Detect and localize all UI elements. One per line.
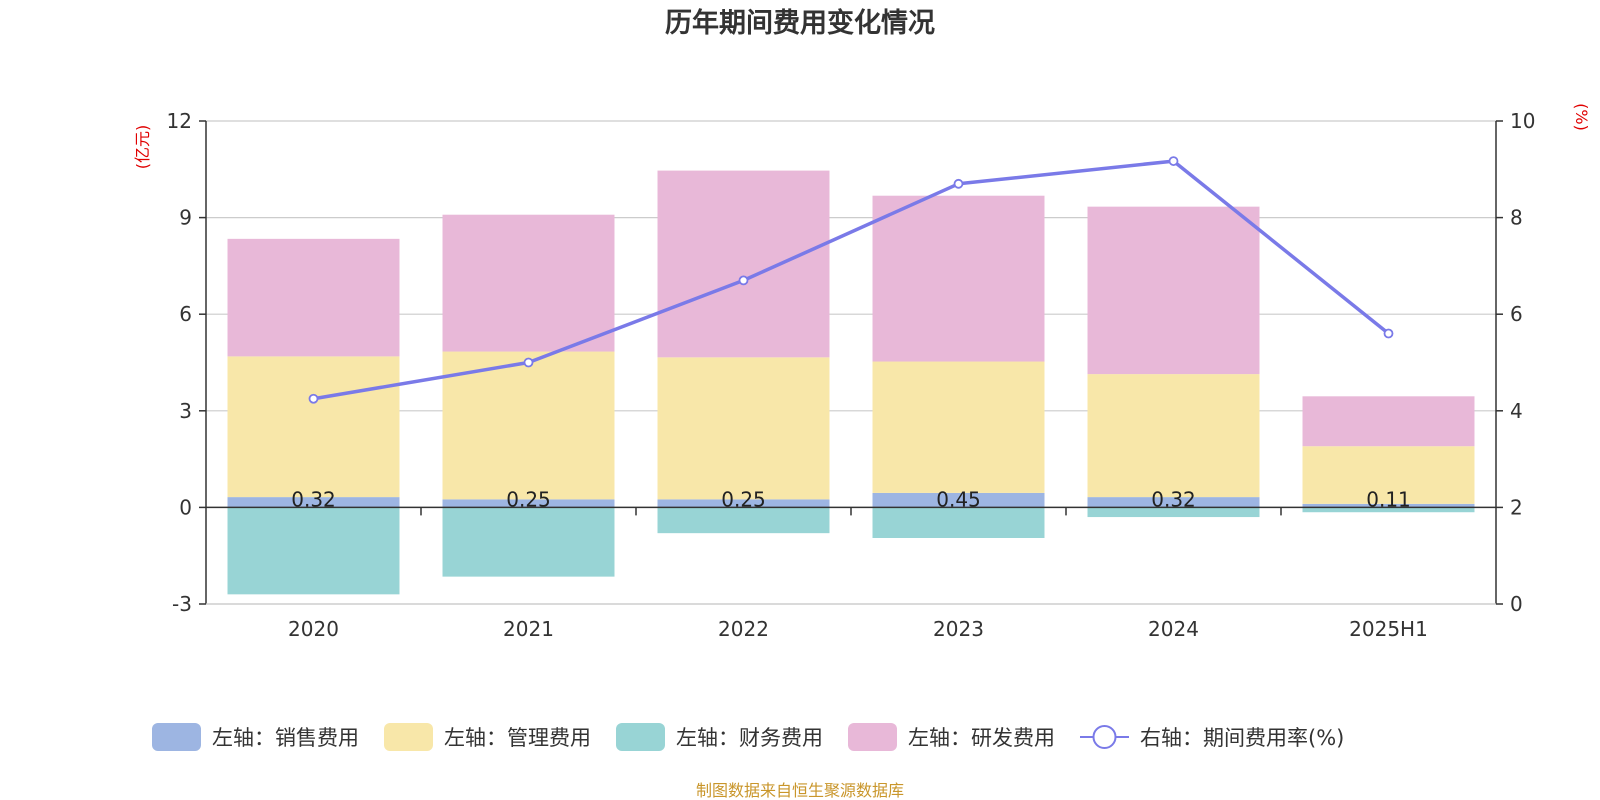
data-label: 0.11 xyxy=(1366,487,1411,511)
bar-segment xyxy=(442,351,615,500)
data-label: 0.45 xyxy=(936,487,981,511)
left-tick-label: 3 xyxy=(179,399,192,423)
right-axis-unit: (%) xyxy=(1572,103,1591,131)
axis-layer: -3 0 3 6 9 12 0 2 4 6 8 10 (亿元) (%) 2020 2021 2022 2023 20… xyxy=(133,103,1591,641)
bar-segment xyxy=(1087,497,1260,508)
bar-segment xyxy=(227,238,400,357)
bar-segment xyxy=(872,507,1045,538)
bar-layer xyxy=(227,170,1475,595)
legend-swatch xyxy=(848,723,897,751)
category-label: 2020 xyxy=(288,617,339,641)
bar-segment xyxy=(872,492,1045,508)
chart-title: 历年期间费用变化情况 xyxy=(665,7,935,39)
category-label: 2023 xyxy=(933,617,984,641)
left-tick-label: 0 xyxy=(179,495,192,519)
left-tick-label: -3 xyxy=(172,592,192,616)
bar-segment xyxy=(442,214,615,352)
left-tick-label: 9 xyxy=(179,206,192,230)
legend-label: 左轴：研发费用 xyxy=(908,726,1055,750)
right-tick-label: 0 xyxy=(1510,592,1523,616)
legend-label: 左轴：管理费用 xyxy=(444,726,591,750)
bar-segment xyxy=(442,499,615,508)
bar-segment xyxy=(1302,396,1475,447)
line-layer xyxy=(308,156,1394,404)
category-label: 2024 xyxy=(1148,617,1199,641)
legend-swatch xyxy=(616,723,665,751)
bar-segment xyxy=(657,170,830,358)
bar-segment xyxy=(1302,507,1475,513)
rate-point xyxy=(308,393,319,404)
legend-label: 左轴：销售费用 xyxy=(212,726,359,750)
bar-segment xyxy=(1087,206,1260,375)
bar-segment xyxy=(1087,507,1260,518)
right-tick-label: 4 xyxy=(1510,399,1523,423)
bar-segment xyxy=(1087,374,1260,498)
bar-segment xyxy=(657,507,830,534)
source-note: 制图数据来自恒生聚源数据库 xyxy=(696,781,904,800)
bar-segment xyxy=(227,497,400,508)
category-label: 2022 xyxy=(718,617,769,641)
right-tick-label: 2 xyxy=(1510,495,1523,519)
rate-point xyxy=(738,275,749,286)
legend: 左轴：销售费用 左轴：管理费用 左轴：财务费用 左轴：研发费用 右轴：期间费用率(%) xyxy=(152,723,1344,751)
category-label: 2021 xyxy=(503,617,554,641)
left-axis-unit: (亿元) xyxy=(133,125,152,170)
left-tick-label: 6 xyxy=(179,302,192,326)
right-tick-label: 8 xyxy=(1510,206,1523,230)
rate-point xyxy=(1383,328,1394,339)
data-label: 0.32 xyxy=(1151,487,1196,511)
bar-segment xyxy=(227,356,400,498)
category-label: 2025H1 xyxy=(1349,617,1428,641)
data-label: 0.25 xyxy=(721,487,766,511)
rate-point xyxy=(953,178,964,189)
legend-swatch xyxy=(384,723,433,751)
bar-segment xyxy=(872,361,1045,493)
rate-point xyxy=(523,357,534,368)
label-layer: 0.32 0.25 0.25 0.45 0.32 0.11 xyxy=(291,487,1411,511)
rate-line xyxy=(313,159,1390,401)
legend-label: 右轴：期间费用率(%) xyxy=(1140,726,1344,750)
bar-segment xyxy=(657,499,830,508)
legend-label: 左轴：财务费用 xyxy=(676,726,823,750)
bar-segment xyxy=(1302,503,1475,508)
left-tick-label: 12 xyxy=(167,109,192,133)
data-label: 0.25 xyxy=(506,487,551,511)
bar-segment xyxy=(227,507,400,595)
bar-segment xyxy=(442,507,615,577)
bar-segment xyxy=(1302,446,1475,504)
data-label: 0.32 xyxy=(291,487,336,511)
legend-swatch xyxy=(152,723,201,751)
legend-marker-icon xyxy=(1092,725,1117,749)
rate-point xyxy=(1168,156,1179,166)
bar-segment xyxy=(872,195,1045,362)
right-tick-label: 6 xyxy=(1510,302,1523,326)
right-tick-label: 10 xyxy=(1510,109,1535,133)
bar-segment xyxy=(657,357,830,500)
